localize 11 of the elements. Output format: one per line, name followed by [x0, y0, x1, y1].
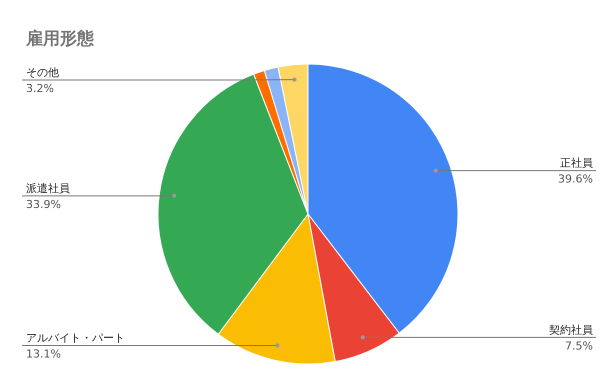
slice-label: その他 [26, 66, 59, 79]
slice-label: 契約社員 [549, 323, 593, 336]
data-label: 7.5% [565, 339, 593, 352]
data-label: 13.1% [26, 347, 61, 360]
slice-label: 派遣社員 [26, 182, 70, 195]
slice-label: 正社員 [560, 156, 593, 170]
chart-title: 雇用形態 [25, 29, 95, 49]
data-label: 3.2% [26, 82, 54, 95]
data-label: 39.6% [558, 172, 593, 186]
slice-label: アルバイト・パート [26, 331, 125, 344]
data-label: 33.9% [26, 198, 61, 211]
